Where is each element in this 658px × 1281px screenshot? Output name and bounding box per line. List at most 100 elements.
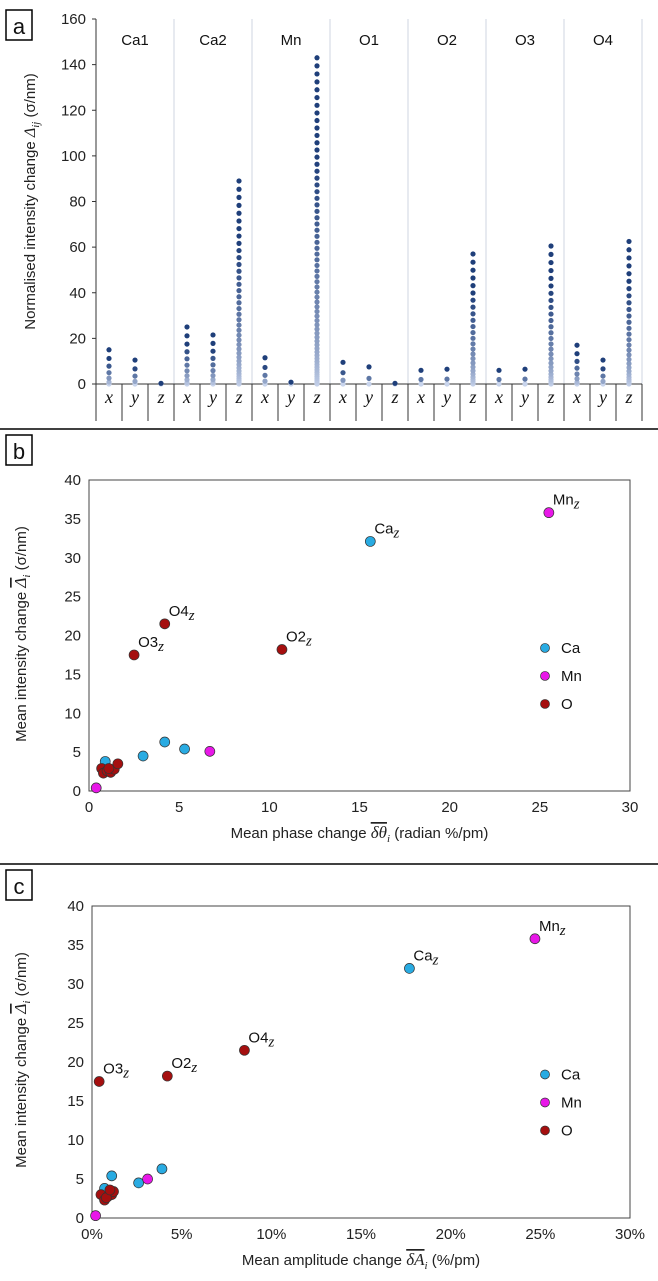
y-tick-label: 10 (64, 705, 81, 722)
strip-point (184, 362, 190, 368)
strip-point (626, 247, 632, 253)
point-annotation: O4z (169, 603, 195, 624)
x-tick-label: 30% (615, 1226, 645, 1243)
point-mn (529, 933, 541, 945)
point-mn (142, 1173, 153, 1185)
strip-point (340, 377, 346, 383)
point-o (103, 763, 115, 774)
strip-point (444, 376, 450, 382)
strip-point (236, 361, 242, 368)
strip-point (236, 317, 242, 323)
strip-point (236, 247, 242, 254)
y-tick-label: 120 (61, 102, 86, 119)
strip-point (236, 332, 242, 338)
point-o (276, 644, 288, 655)
strip-point (548, 259, 554, 266)
x-tick-label: 0% (81, 1226, 103, 1243)
strip-point (236, 327, 242, 333)
strip-point (626, 263, 632, 269)
strip-point (210, 340, 216, 346)
component-label: y (363, 387, 373, 407)
strip-point (626, 278, 632, 284)
strip-point (236, 311, 242, 317)
strip-point (470, 267, 476, 273)
strip-point (236, 350, 242, 356)
strip-point (236, 225, 242, 232)
strip-point (470, 317, 476, 323)
y-tick-label: 15 (64, 666, 81, 683)
panel-b: 0 5 10 15 20 25 30 0 5 10 15 20 25 30 35 40 Mean phase c… (11, 472, 638, 845)
strip-point (626, 238, 632, 245)
strip-point (548, 351, 554, 357)
strip-point (210, 355, 216, 361)
strip-point (314, 289, 320, 295)
strip-point (340, 359, 346, 365)
y-tick-label: 100 (61, 148, 86, 165)
strip-point (548, 251, 554, 257)
strip-point (626, 300, 632, 306)
component-label: y (519, 387, 529, 407)
y-tick-label: 10 (67, 1132, 84, 1149)
strip-point (470, 335, 476, 341)
strip-point (314, 132, 320, 139)
strip-point (600, 373, 606, 379)
strip-point (418, 381, 424, 387)
strip-point (314, 94, 320, 101)
strip-point (236, 305, 242, 312)
point-annotation: O2z (286, 628, 312, 649)
strip-point (470, 290, 476, 296)
strip-point (184, 324, 190, 330)
point-ca (179, 743, 190, 755)
strip-point (574, 365, 580, 371)
strip-point (314, 168, 320, 174)
strip-point (106, 370, 112, 376)
strip-point (470, 311, 476, 317)
strip-point (314, 326, 320, 332)
x-tick-label: 20% (436, 1226, 466, 1243)
strip-point (470, 346, 476, 352)
point-ca (137, 750, 149, 762)
strip-point (210, 376, 216, 383)
strip-point (314, 102, 320, 108)
strip-point (470, 364, 476, 370)
legend-marker (540, 1125, 550, 1136)
strip-point (236, 358, 242, 364)
strip-point (236, 186, 242, 192)
strip-point (574, 351, 580, 357)
strip-point (314, 245, 320, 251)
strip-point (106, 375, 112, 381)
point-annotation: O3z (138, 634, 164, 655)
strip-point (314, 140, 320, 146)
strip-point (470, 368, 476, 374)
point-ca (404, 963, 415, 974)
x-tick-label: 15% (346, 1226, 376, 1243)
strip-point (626, 325, 632, 331)
strip-point (314, 299, 320, 305)
strip-point (548, 341, 554, 347)
strip-point (132, 378, 138, 384)
point-annotation: O3z (103, 1061, 129, 1082)
strip-point (470, 283, 476, 289)
strip-point (236, 337, 242, 343)
strip-point (210, 367, 216, 374)
legend-marker (540, 699, 550, 709)
point-o (159, 618, 171, 630)
strip-point (314, 304, 320, 310)
strip-point (496, 367, 502, 373)
strip-point (418, 376, 424, 383)
panel-label-box (5, 9, 33, 41)
y-tick-label: 40 (67, 898, 84, 915)
strip-point (236, 202, 242, 208)
component-label: y (597, 387, 607, 407)
strip-point (314, 182, 320, 188)
strip-point (600, 366, 606, 372)
strip-point (262, 378, 268, 384)
strip-point (236, 288, 242, 294)
point-annotation: Caz (413, 947, 438, 968)
atom-header-ca2: Ca2 (199, 32, 227, 49)
point-ca (159, 736, 171, 748)
point-annotation: Mnz (539, 918, 566, 939)
strip-point (236, 300, 242, 306)
strip-point (314, 251, 320, 257)
strip-point (314, 317, 320, 324)
